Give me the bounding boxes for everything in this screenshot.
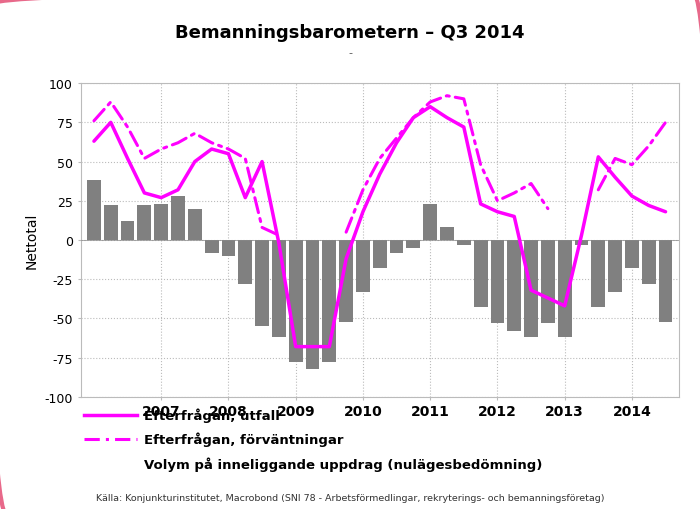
Text: Efterfrågan, utfall: Efterfrågan, utfall (144, 408, 279, 422)
Bar (340, 240, 353, 322)
Bar (104, 206, 118, 240)
Bar (608, 240, 622, 292)
Bar (87, 181, 101, 240)
Bar (491, 240, 504, 323)
Bar (474, 240, 487, 308)
Bar (558, 240, 572, 337)
Bar (457, 240, 470, 245)
Bar (306, 240, 319, 369)
Bar (120, 222, 134, 240)
Text: Bemanningsbarometern – Q3 2014: Bemanningsbarometern – Q3 2014 (175, 24, 525, 42)
Bar (524, 240, 538, 337)
Bar (154, 205, 168, 240)
Bar (188, 209, 202, 240)
Bar (171, 196, 185, 240)
Bar (323, 240, 336, 362)
Bar (541, 240, 555, 323)
Bar (256, 240, 269, 327)
Bar (356, 240, 370, 292)
Bar (289, 240, 302, 362)
Bar (407, 240, 420, 248)
Text: Efterfrågan, förväntningar: Efterfrågan, förväntningar (144, 432, 343, 446)
Bar (625, 240, 639, 269)
Bar (424, 205, 437, 240)
Bar (390, 240, 403, 253)
Bar (272, 240, 286, 337)
Bar (222, 240, 235, 256)
Bar (440, 228, 454, 240)
Text: Volym på inneliggande uppdrag (nulägesbedömning): Volym på inneliggande uppdrag (nulägesbe… (144, 457, 542, 471)
Bar (137, 206, 151, 240)
Bar (508, 240, 521, 331)
Bar (373, 240, 386, 269)
Bar (239, 240, 252, 285)
Bar (642, 240, 656, 285)
Text: -: - (348, 48, 352, 59)
Text: Källa: Konjunkturinstitutet, Macrobond (SNI 78 - Arbetsförmedlingar, rekrytering: Källa: Konjunkturinstitutet, Macrobond (… (96, 493, 604, 502)
Bar (204, 240, 218, 253)
Y-axis label: Nettotal: Nettotal (25, 212, 39, 269)
Bar (575, 240, 589, 245)
Bar (659, 240, 673, 322)
Bar (592, 240, 606, 308)
